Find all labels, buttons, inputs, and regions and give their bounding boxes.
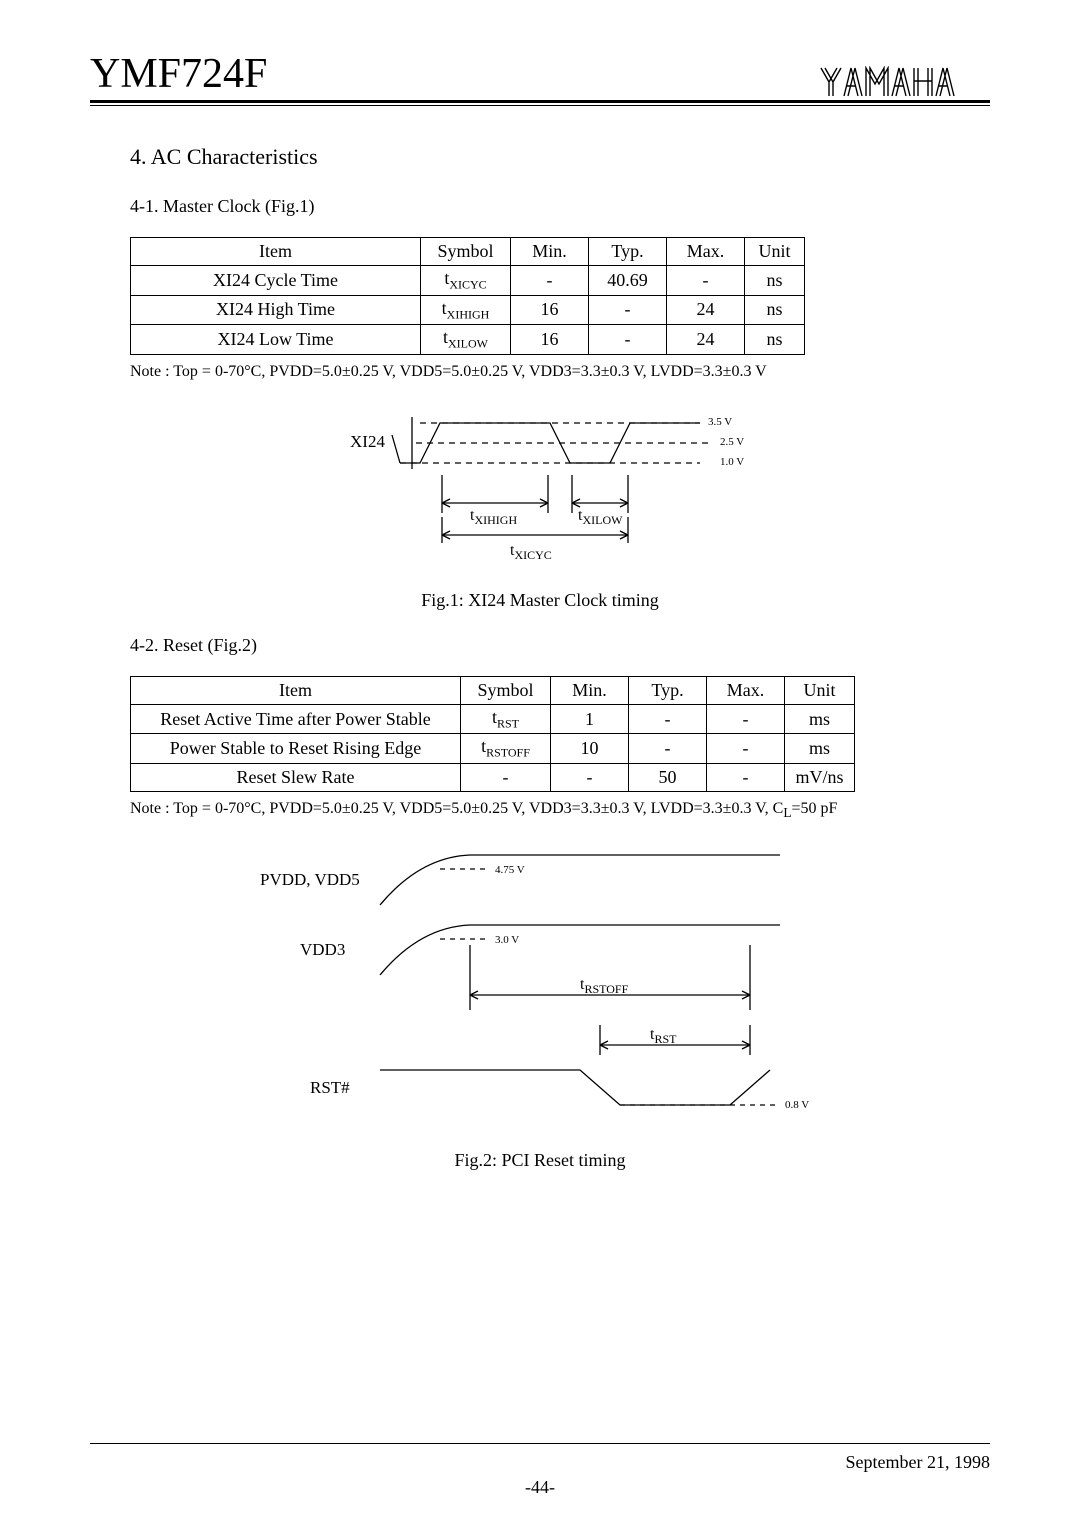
column-header: Min.: [551, 676, 629, 704]
fig2-timing-diagram: PVDD, VDD5 4.75 V VDD3 3.0 V tRSTOFF tRS…: [220, 845, 860, 1135]
column-header: Symbol: [421, 238, 511, 266]
table-row: XI24 Low TimetXILOW16-24ns: [131, 325, 805, 355]
column-header: Unit: [745, 238, 805, 266]
svg-text:tRST: tRST: [650, 1026, 677, 1046]
column-header: Symbol: [461, 676, 551, 704]
chip-name: YMF724F: [90, 50, 267, 98]
fig2-rst-v: 0.8 V: [785, 1099, 809, 1111]
fig1-vlow: 1.0 V: [720, 456, 744, 468]
page-number: -44-: [525, 1477, 555, 1498]
column-header: Typ.: [629, 676, 707, 704]
fig2-vdd3-v: 3.0 V: [495, 934, 519, 946]
footer-date: September 21, 1998: [90, 1452, 990, 1473]
svg-text:tXILOW: tXILOW: [578, 507, 623, 527]
svg-text:tXICYC: tXICYC: [510, 542, 552, 562]
svg-text:tRSTOFF: tRSTOFF: [580, 976, 629, 996]
column-header: Max.: [707, 676, 785, 704]
subsection-reset-title: 4-2. Reset (Fig.2): [130, 635, 990, 656]
fig1-vref: 2.5 V: [720, 436, 744, 448]
section-title: 4. AC Characteristics: [130, 144, 990, 170]
table-row: Power Stable to Reset Rising EdgetRSTOFF…: [131, 734, 855, 764]
fig1-timing-diagram: XI24 3.5 V 2.5 V 1.0 V tXIHIGH tXILOW tX…: [280, 405, 800, 575]
subsection-master-clock-title: 4-1. Master Clock (Fig.1): [130, 196, 990, 217]
column-header: Typ.: [589, 238, 667, 266]
yamaha-logo: [820, 66, 990, 98]
column-header: Min.: [511, 238, 589, 266]
fig2-pvdd-v: 4.75 V: [495, 864, 525, 876]
master-clock-table: ItemSymbolMin.Typ.Max.UnitXI24 Cycle Tim…: [130, 237, 805, 355]
table-row: XI24 High TimetXIHIGH16-24ns: [131, 295, 805, 325]
fig1-caption: Fig.1: XI24 Master Clock timing: [90, 590, 990, 611]
fig2-pvdd-label: PVDD, VDD5: [260, 870, 360, 889]
fig2-caption: Fig.2: PCI Reset timing: [90, 1150, 990, 1171]
fig2-vdd3-label: VDD3: [300, 940, 345, 959]
table-row: XI24 Cycle TimetXICYC-40.69-ns: [131, 266, 805, 296]
fig1-signal-label: XI24: [350, 432, 385, 451]
reset-table: ItemSymbolMin.Typ.Max.UnitReset Active T…: [130, 676, 855, 792]
svg-text:tXIHIGH: tXIHIGH: [470, 507, 517, 527]
column-header: Item: [131, 238, 421, 266]
reset-note: Note : Top = 0-70°C, PVDD=5.0±0.25 V, VD…: [130, 800, 990, 821]
column-header: Max.: [667, 238, 745, 266]
column-header: Item: [131, 676, 461, 704]
table-row: Reset Active Time after Power StabletRST…: [131, 704, 855, 734]
fig2-rst-label: RST#: [310, 1078, 350, 1097]
table-row: Reset Slew Rate--50-mV/ns: [131, 763, 855, 791]
master-clock-note: Note : Top = 0-70°C, PVDD=5.0±0.25 V, VD…: [130, 363, 990, 381]
column-header: Unit: [785, 676, 855, 704]
fig1-vhigh: 3.5 V: [708, 416, 732, 428]
